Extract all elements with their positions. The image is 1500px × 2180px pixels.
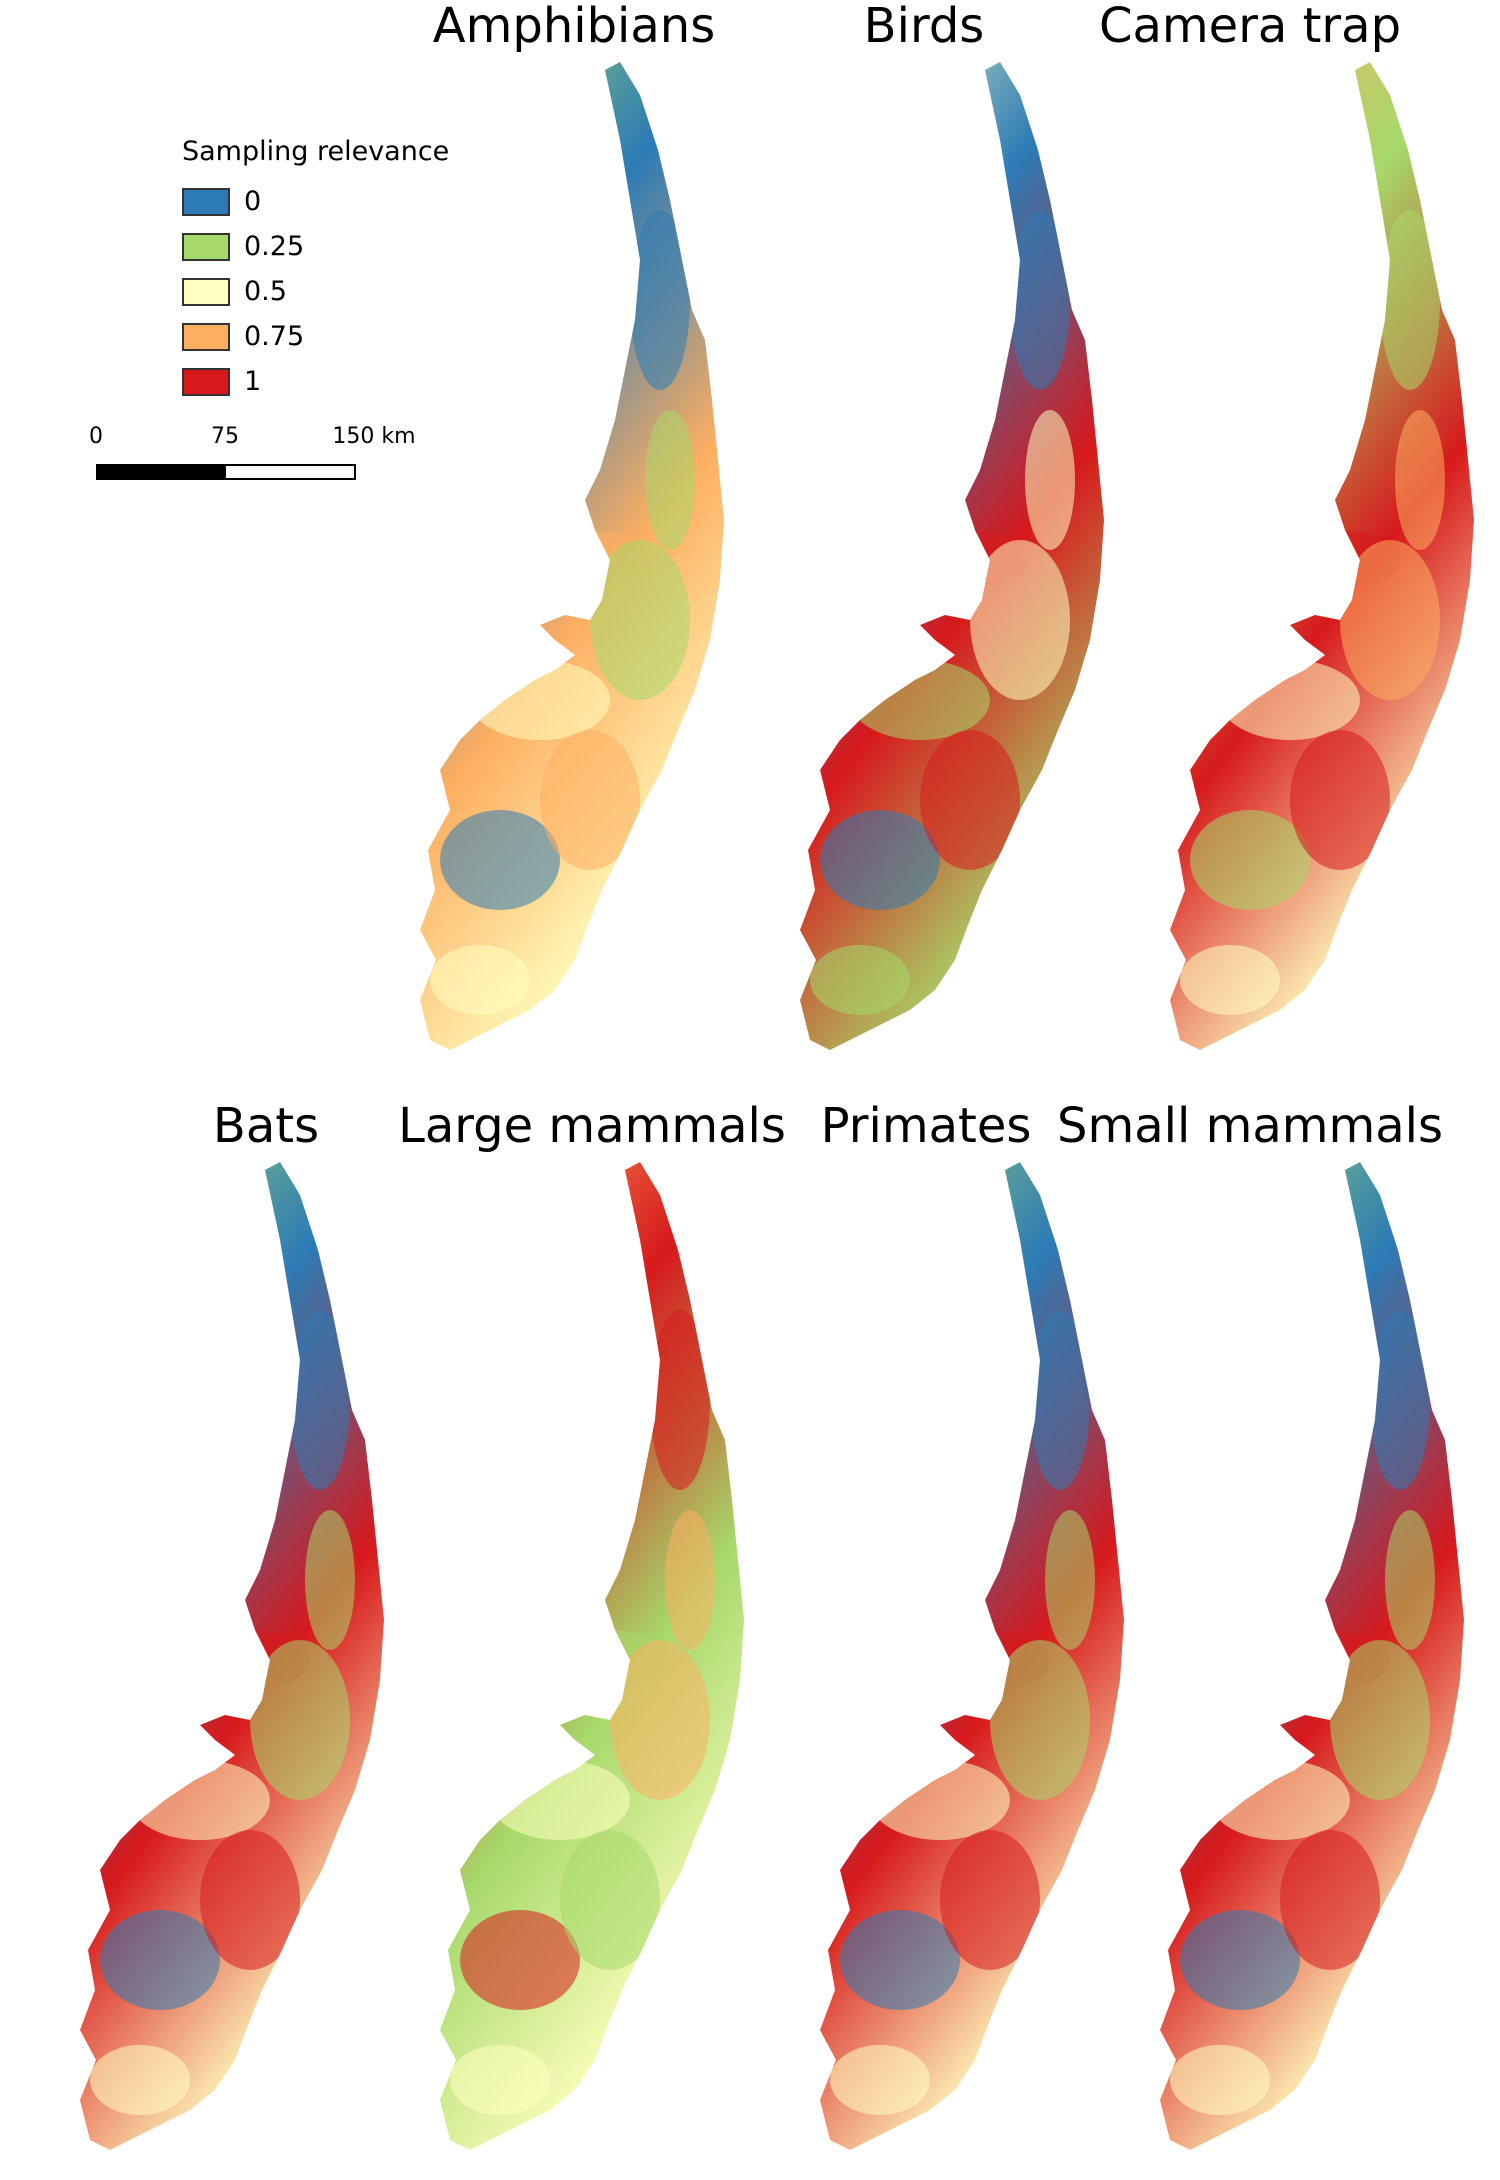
map-title: Amphibians	[432, 0, 716, 54]
region-texture	[1170, 1310, 1435, 2115]
texture-patch	[1030, 1310, 1090, 1490]
legend-item: 0.5	[182, 269, 449, 314]
region-base	[440, 1162, 744, 2150]
scale-bar-white	[224, 464, 356, 480]
region-base	[800, 62, 1104, 1050]
texture-patch	[450, 2045, 550, 2115]
texture-patch	[430, 945, 530, 1015]
texture-patch	[1190, 810, 1310, 910]
texture-patch	[1280, 1830, 1380, 1970]
texture-patch	[100, 1910, 220, 2010]
scale-label-end: 150 km	[332, 424, 416, 449]
texture-patch	[1010, 210, 1070, 390]
legend: Sampling relevance 0 0.25 0.5 0.75 1	[182, 136, 449, 404]
texture-patch	[610, 1640, 710, 1800]
texture-patch	[1170, 2045, 1270, 2115]
texture-patch	[920, 730, 1020, 870]
texture-patch	[590, 540, 690, 700]
texture-patch	[630, 210, 690, 390]
texture-patch	[90, 2045, 190, 2115]
legend-label: 1	[244, 366, 262, 397]
texture-patch	[1395, 410, 1445, 550]
texture-patch	[290, 1310, 350, 1490]
legend-item: 0.75	[182, 314, 449, 359]
region-map	[820, 1162, 1124, 2150]
texture-patch	[850, 660, 990, 740]
texture-patch	[560, 1830, 660, 1970]
texture-patch	[1210, 1760, 1350, 1840]
region-texture	[430, 210, 695, 1015]
texture-patch	[1180, 1910, 1300, 2010]
texture-patch	[1370, 1310, 1430, 1490]
legend-label: 0	[244, 186, 262, 217]
texture-patch	[1380, 210, 1440, 390]
map-title: Small mammals	[1056, 1098, 1444, 1154]
region-base	[820, 1162, 1124, 2150]
texture-patch	[1180, 945, 1280, 1015]
map-title: Camera trap	[1098, 0, 1402, 54]
scale-bar: 0 75 150 km	[89, 424, 416, 484]
texture-patch	[1220, 660, 1360, 740]
legend-title: Sampling relevance	[182, 136, 450, 167]
texture-patch	[1340, 540, 1440, 700]
legend-item: 0	[182, 179, 449, 224]
texture-patch	[650, 1310, 710, 1490]
legend-swatch	[182, 232, 230, 261]
legend-swatch	[182, 277, 230, 306]
texture-patch	[1290, 730, 1390, 870]
texture-patch	[665, 1510, 715, 1650]
region-map	[440, 1162, 744, 2150]
scale-label-start: 0	[89, 424, 103, 449]
texture-patch	[305, 1510, 355, 1650]
texture-patch	[200, 1830, 300, 1970]
legend-label: 0.75	[244, 321, 305, 352]
texture-patch	[990, 1640, 1090, 1800]
texture-patch	[1330, 1640, 1430, 1800]
region-texture	[830, 1310, 1095, 2115]
legend-swatch	[182, 367, 230, 396]
legend-item: 1	[182, 359, 449, 404]
legend-label: 0.25	[244, 231, 305, 262]
texture-patch	[250, 1640, 350, 1800]
scale-label-mid: 75	[211, 424, 239, 449]
texture-patch	[460, 1910, 580, 2010]
texture-patch	[130, 1760, 270, 1840]
region-map	[420, 62, 724, 1050]
legend-swatch	[182, 322, 230, 351]
texture-patch	[1385, 1510, 1435, 1650]
map-title: Bats	[212, 1098, 320, 1154]
texture-patch	[820, 810, 940, 910]
texture-patch	[970, 540, 1070, 700]
region-map	[80, 1162, 384, 2150]
texture-patch	[810, 945, 910, 1015]
region-map	[800, 62, 1104, 1050]
region-map	[1160, 1162, 1464, 2150]
texture-patch	[470, 660, 610, 740]
scale-bar-black	[96, 464, 226, 480]
legend-swatch	[182, 187, 230, 216]
map-title: Large mammals	[398, 1098, 786, 1154]
map-title: Primates	[820, 1098, 1032, 1154]
texture-patch	[840, 1910, 960, 2010]
texture-patch	[490, 1760, 630, 1840]
region-base	[1160, 1162, 1464, 2150]
texture-patch	[540, 730, 640, 870]
texture-patch	[440, 810, 560, 910]
texture-patch	[940, 1830, 1040, 1970]
legend-item: 0.25	[182, 224, 449, 269]
texture-patch	[830, 2045, 930, 2115]
texture-patch	[1045, 1510, 1095, 1650]
region-texture	[450, 1310, 715, 2115]
region-base	[80, 1162, 384, 2150]
region-base	[420, 62, 724, 1050]
region-base	[1170, 62, 1474, 1050]
texture-patch	[645, 410, 695, 550]
texture-patch	[1025, 410, 1075, 550]
region-map	[1170, 62, 1474, 1050]
legend-label: 0.5	[244, 276, 287, 307]
map-title: Birds	[863, 0, 985, 54]
texture-patch	[870, 1760, 1010, 1840]
